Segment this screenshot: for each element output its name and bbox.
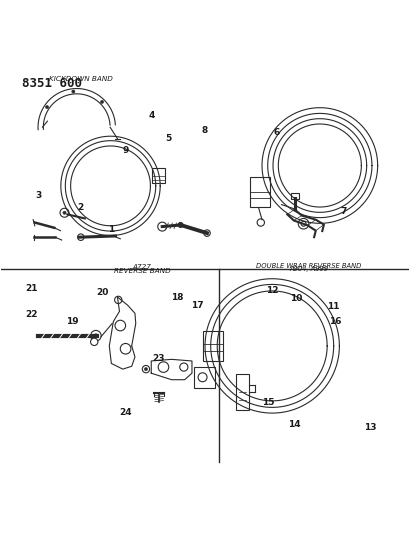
Text: 8: 8 [201, 126, 208, 134]
Circle shape [144, 367, 147, 371]
Circle shape [297, 219, 308, 229]
Circle shape [157, 222, 166, 231]
Text: KICKDOWN BAND: KICKDOWN BAND [49, 76, 112, 82]
Circle shape [115, 296, 121, 304]
Text: REVERSE BAND: REVERSE BAND [113, 268, 170, 274]
Bar [290, 193, 298, 199]
Circle shape [179, 363, 187, 371]
Circle shape [142, 366, 149, 373]
Circle shape [203, 230, 210, 236]
Text: 16: 16 [328, 317, 341, 326]
Text: 9: 9 [122, 146, 128, 155]
Circle shape [115, 320, 125, 331]
Text: 7: 7 [339, 207, 346, 216]
Text: 13: 13 [363, 423, 375, 432]
Text: A904, A999: A904, A999 [289, 266, 328, 272]
Circle shape [120, 343, 130, 354]
Text: 18: 18 [171, 293, 183, 302]
Circle shape [158, 362, 169, 373]
Circle shape [72, 90, 75, 93]
Text: 1: 1 [108, 225, 114, 235]
Circle shape [77, 234, 84, 240]
Text: 5: 5 [165, 134, 171, 143]
Text: 21: 21 [26, 285, 38, 293]
Bar [249, 177, 270, 207]
Text: 20: 20 [96, 288, 108, 297]
Text: 12: 12 [265, 286, 278, 295]
Text: A727: A727 [132, 264, 151, 270]
Bar [193, 367, 214, 388]
Circle shape [178, 222, 182, 228]
Text: 22: 22 [26, 310, 38, 319]
Bar [235, 374, 248, 410]
Text: 11: 11 [326, 302, 339, 311]
Circle shape [300, 221, 305, 226]
Text: 2: 2 [77, 203, 84, 212]
Circle shape [256, 219, 264, 226]
Bar [152, 167, 164, 183]
Text: 6: 6 [272, 127, 279, 136]
Text: 19: 19 [66, 317, 79, 326]
Text: 10: 10 [290, 294, 302, 303]
Text: 3: 3 [35, 191, 41, 200]
Text: 24: 24 [119, 408, 132, 417]
Text: 4: 4 [148, 111, 155, 120]
Circle shape [198, 373, 207, 382]
Circle shape [94, 334, 98, 338]
Circle shape [100, 100, 103, 103]
Text: 23: 23 [152, 353, 164, 362]
Circle shape [90, 330, 101, 341]
Circle shape [60, 208, 69, 217]
Circle shape [63, 211, 66, 214]
Circle shape [90, 338, 98, 345]
Text: DOUBLE WRAP REVERSE BAND: DOUBLE WRAP REVERSE BAND [256, 263, 361, 269]
Circle shape [45, 106, 49, 109]
Text: 17: 17 [191, 301, 204, 310]
Text: 8351 600: 8351 600 [22, 77, 81, 90]
Bar [202, 331, 222, 361]
Text: 15: 15 [261, 399, 274, 407]
Text: 14: 14 [288, 420, 300, 429]
